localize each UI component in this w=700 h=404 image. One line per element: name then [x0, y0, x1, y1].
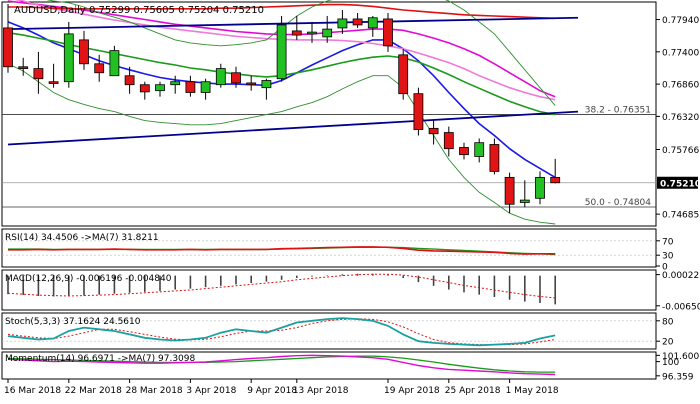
rsi-label: RSI(14) 34.4506 ->MA(7) 31.8211: [5, 233, 159, 243]
y-tick-label: 0.76860: [662, 81, 699, 91]
x-tick-label: 1 May 2018: [506, 386, 559, 396]
candle-body: [124, 75, 135, 86]
macd-label: MACD(12,26,9) -0.006196 -0.004840: [5, 274, 172, 284]
candle-body: [443, 132, 454, 150]
macd-tick-label: 0.000223: [662, 271, 700, 281]
stoch-label: Stoch(5,3,3) 37.1624 24.5610: [5, 317, 141, 327]
last-price-label: 0.75210: [660, 179, 700, 189]
candle-body: [398, 54, 409, 95]
y-tick-label: 0.77940: [662, 16, 699, 26]
ohlc-header: 0.75299 0.75605 0.75204 0.75210: [89, 5, 264, 16]
rsi-tick-label: 30: [662, 252, 674, 262]
ma-red: [8, 3, 556, 20]
main-price-panel: 38.2 - 0.76351 50.0 - 0.74804 0.77940 0.774…: [2, 0, 700, 225]
rsi-panel: 70 300: [2, 237, 674, 273]
candle-body: [489, 144, 500, 172]
candle-body: [231, 72, 241, 84]
rsi-tick-label: 70: [662, 237, 674, 247]
x-tick-label: 13 Apr 2018: [293, 386, 349, 396]
rsi-line: [8, 246, 556, 255]
candle-body: [383, 18, 393, 47]
candle-body: [474, 142, 485, 157]
trendline-upper: [7, 16, 579, 31]
momentum-label: Momentum(14) 96.6971 ->MA(7) 97.3098: [5, 354, 196, 364]
candle-body: [79, 39, 89, 65]
candle-body: [261, 80, 272, 89]
candle-body: [185, 81, 196, 93]
candle-body: [504, 176, 515, 205]
momentum-tick-label: 100: [662, 358, 679, 368]
candle-body: [200, 81, 211, 93]
last-price-box: [657, 176, 698, 189]
y-tick-label: 0.74685: [662, 211, 699, 221]
candle-body: [367, 17, 378, 29]
x-tick-label: 22 Mar 2018: [65, 386, 122, 396]
momentum-tick-label: 96.359: [662, 372, 694, 382]
candle-body: [276, 24, 287, 80]
candle-body: [322, 28, 333, 38]
candle-body: [535, 176, 545, 199]
candle-body: [48, 81, 59, 84]
x-tick-label: 28 Mar 2018: [126, 386, 183, 396]
y-tick-label: 0.77400: [662, 48, 699, 58]
rsi-tick-label: 0: [662, 263, 668, 273]
fib-label-1: 50.0 - 0.74804: [585, 198, 651, 208]
candle-body: [291, 30, 302, 36]
candle-body: [155, 84, 165, 92]
candle-body: [428, 127, 439, 135]
stoch-tick-label: 20: [662, 338, 674, 348]
x-tick-label: 19 Apr 2018: [384, 386, 440, 396]
candle-body: [459, 147, 469, 156]
momentum-tick-label: 101.6007: [662, 352, 700, 362]
candle-body: [519, 199, 530, 203]
candle-body: [413, 93, 424, 130]
y-tick-label: 0.75766: [662, 146, 699, 156]
y-tick-label: 0.76320: [662, 113, 699, 123]
candle-body: [215, 68, 226, 86]
candle-body: [352, 18, 363, 26]
candle-body: [63, 33, 74, 83]
candle-body: [94, 63, 105, 74]
candle-body: [109, 50, 120, 77]
fib-label-0: 38.2 - 0.76351: [585, 106, 651, 116]
stoch-panel: 80 20: [2, 317, 674, 348]
candle-body: [3, 27, 13, 68]
stoch-k-line: [7, 317, 556, 347]
stoch-tick-label: 80: [662, 317, 674, 327]
macd-signal-line: [7, 273, 556, 299]
candle-body: [33, 68, 44, 80]
candle-body: [337, 18, 348, 29]
x-tick-label: 3 Apr 2018: [186, 386, 236, 396]
symbol-label: AUDUSD,Daily: [14, 5, 86, 16]
momentum-panel: 101.6007100 96.359: [7, 352, 700, 382]
candle-body: [307, 31, 317, 35]
x-axis: 16 Mar 2018 22 Mar 2018 28 Mar 2018 3 Apr 2…: [4, 379, 559, 396]
momentum-ma-line: [7, 355, 556, 373]
bb-lower: [7, 63, 556, 225]
x-tick-label: 25 Apr 2018: [445, 386, 501, 396]
candle-body: [170, 81, 181, 86]
candle-body: [550, 176, 561, 184]
candle-body: [139, 84, 150, 93]
momentum-line: [7, 354, 556, 376]
candle-body: [18, 66, 29, 69]
trendline-lower: [7, 110, 579, 146]
x-tick-label: 9 Apr 2018: [247, 386, 297, 396]
candle-body: [246, 82, 257, 86]
x-tick-label: 16 Mar 2018: [4, 386, 61, 396]
